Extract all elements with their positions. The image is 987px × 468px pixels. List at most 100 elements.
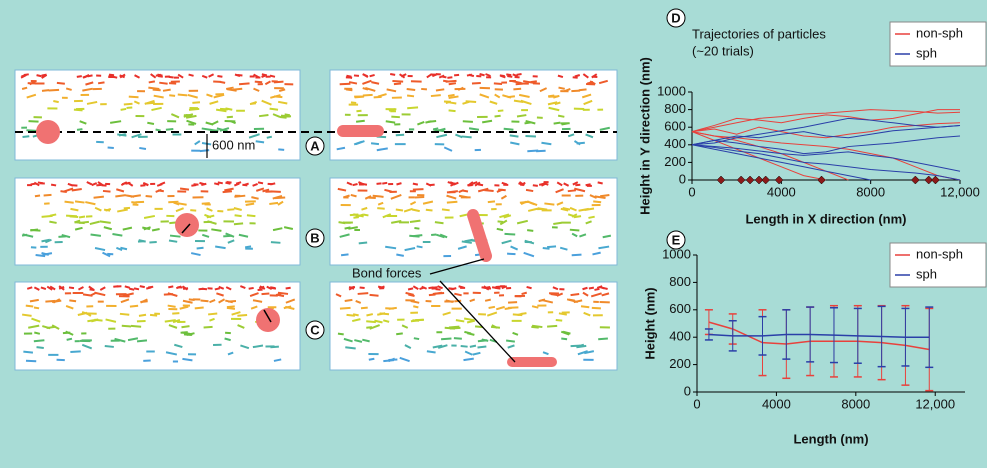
dash: [96, 185, 101, 186]
dash: [449, 83, 456, 84]
dash: [356, 111, 361, 112]
dash: [204, 327, 213, 328]
legend-label: sph: [916, 266, 937, 281]
dash: [506, 341, 515, 342]
dash: [124, 104, 133, 105]
dash: [227, 117, 233, 118]
dash: [394, 83, 401, 84]
dash: [131, 326, 141, 327]
dash: [270, 109, 278, 110]
dash: [413, 184, 418, 185]
dash: [47, 327, 56, 328]
dash: [558, 76, 563, 77]
dash: [525, 136, 535, 137]
dash: [449, 110, 456, 111]
dash: [53, 101, 58, 102]
dash: [178, 95, 188, 96]
dash: [482, 340, 488, 341]
x-tick-label: 8000: [841, 396, 870, 411]
dash: [562, 123, 568, 124]
dash: [522, 293, 527, 294]
dash: [26, 130, 36, 131]
dash: [347, 315, 355, 316]
dash: [124, 208, 130, 209]
y-tick-label: 400: [664, 136, 686, 151]
dash: [353, 217, 358, 218]
panel-label: E: [672, 232, 681, 247]
dash: [527, 230, 533, 231]
dash: [484, 190, 493, 191]
dash: [280, 117, 287, 118]
dash: [410, 221, 420, 222]
x-tick-label: 4000: [767, 184, 796, 199]
legend-label: non-sph: [916, 25, 963, 40]
dash: [351, 102, 356, 103]
dash: [358, 293, 369, 294]
dash: [377, 208, 384, 209]
dash: [125, 195, 134, 196]
dash: [430, 185, 435, 186]
dash: [37, 75, 42, 76]
dash: [369, 359, 375, 360]
dash: [245, 246, 251, 247]
y-tick-label: 200: [664, 154, 686, 169]
dash: [390, 74, 395, 75]
dash: [532, 326, 542, 327]
dash: [588, 217, 594, 218]
dash: [470, 346, 476, 347]
dash: [360, 287, 365, 288]
x-tick-label: 12,000: [915, 396, 955, 411]
dash: [77, 129, 82, 130]
dash: [215, 288, 220, 289]
dash: [122, 326, 131, 327]
dash: [431, 95, 441, 96]
dash: [256, 141, 264, 142]
dash: [547, 326, 557, 327]
dash: [169, 77, 174, 78]
dash: [234, 196, 245, 197]
dash: [492, 287, 497, 288]
dash: [121, 109, 127, 110]
dash: [446, 81, 457, 82]
dash: [137, 340, 147, 341]
dash: [227, 306, 235, 307]
dash: [371, 143, 379, 144]
dash: [27, 287, 32, 288]
y-axis-label: Height in Y direction (nm): [637, 57, 652, 215]
dash: [495, 116, 501, 117]
dash: [456, 320, 464, 321]
dash: [538, 208, 547, 209]
dash: [339, 222, 346, 223]
dash: [577, 143, 585, 144]
dash: [408, 288, 413, 289]
dash: [396, 333, 403, 334]
dash: [340, 84, 351, 85]
dash: [570, 230, 580, 231]
dash: [382, 183, 387, 184]
dash: [42, 216, 53, 217]
dash: [227, 182, 232, 183]
dash: [74, 110, 83, 111]
y-tick-label: 800: [664, 101, 686, 116]
dash: [500, 75, 505, 76]
dash: [442, 209, 450, 210]
dash: [158, 76, 163, 77]
dash: [195, 307, 204, 308]
dash: [350, 215, 358, 216]
dash: [461, 346, 468, 347]
dash: [373, 196, 384, 197]
dash: [156, 130, 161, 131]
dash: [407, 89, 415, 90]
dash: [502, 183, 507, 184]
particle: [175, 213, 199, 237]
dash: [412, 320, 419, 321]
dash: [361, 308, 368, 309]
x-tick-label: 4000: [762, 396, 791, 411]
dash: [413, 235, 422, 236]
dash: [407, 95, 414, 96]
dash: [513, 89, 521, 90]
chart-title: Trajectories of particles: [692, 26, 826, 41]
dash: [69, 287, 74, 288]
dash: [149, 81, 155, 82]
dash: [436, 89, 444, 90]
